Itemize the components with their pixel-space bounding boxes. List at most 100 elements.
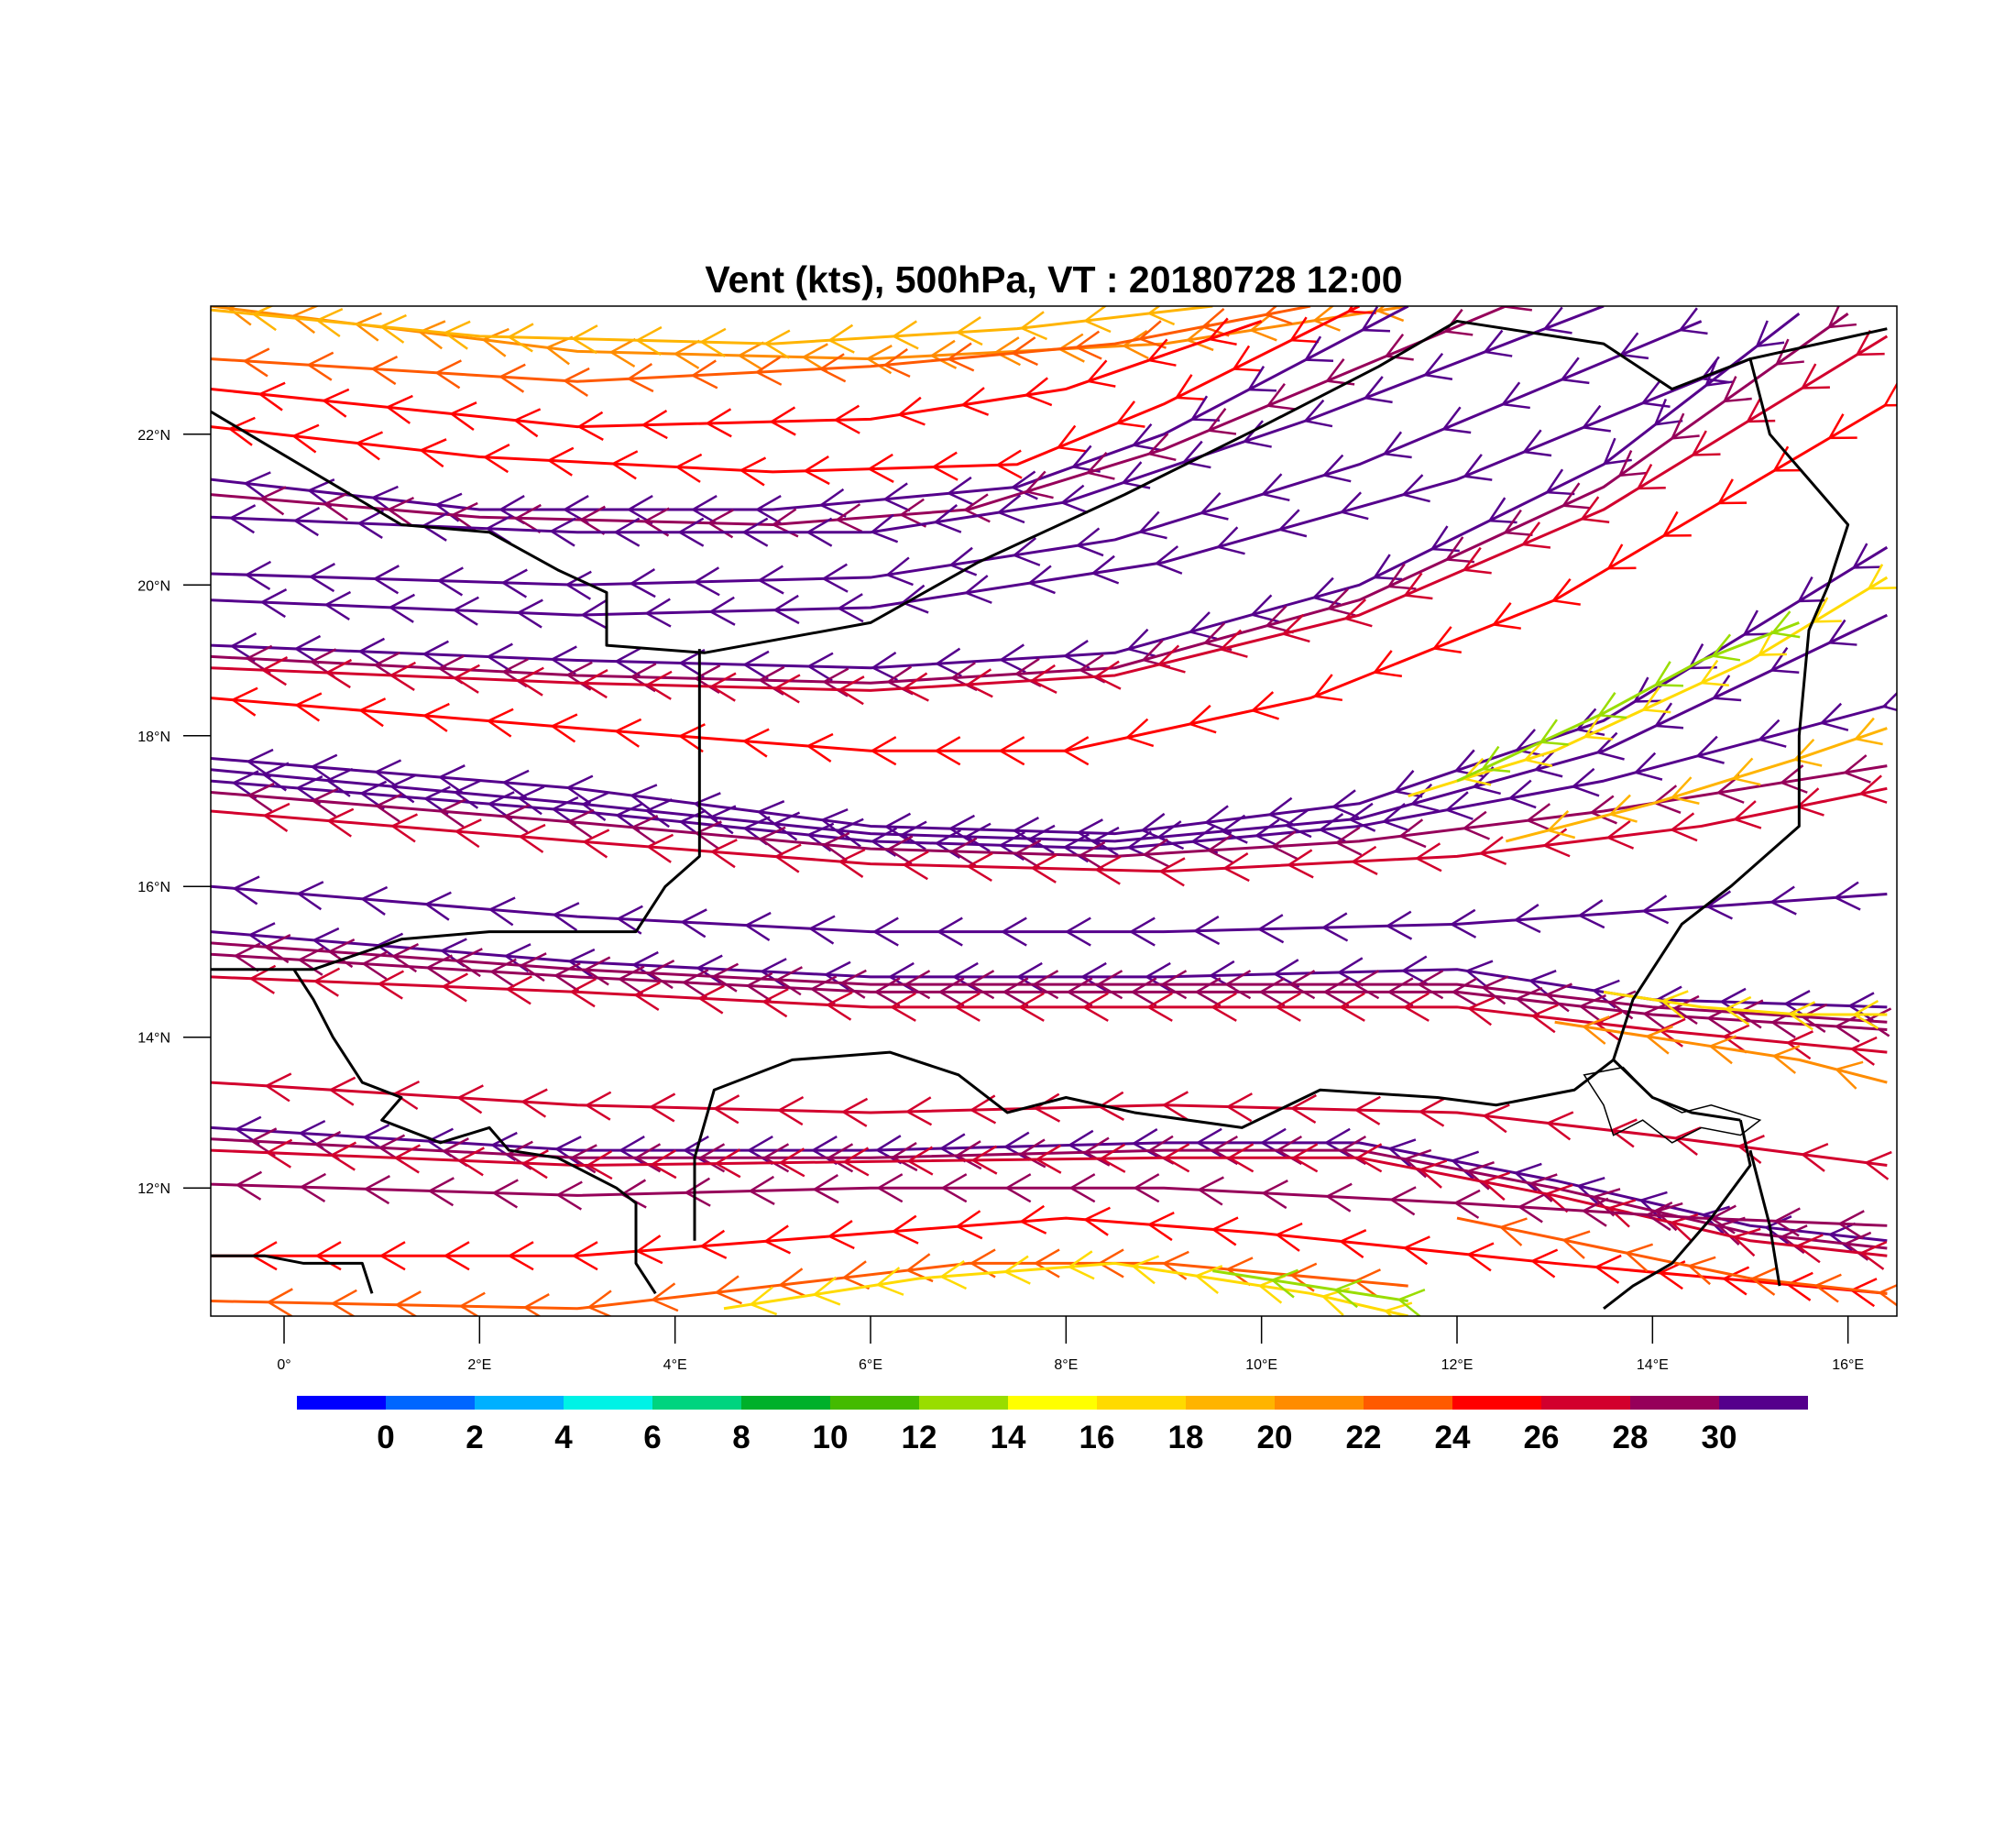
wind-arrow xyxy=(1336,957,1364,987)
wind-arrow xyxy=(1062,640,1090,670)
streamline-path xyxy=(211,884,1888,934)
wind-arrow xyxy=(1194,977,1222,1007)
wind-arrow xyxy=(680,908,707,938)
wind-arrow xyxy=(902,851,929,881)
wind-arrow xyxy=(1322,977,1350,1007)
wind-arrow xyxy=(1525,803,1554,833)
wind-arrow xyxy=(1544,1183,1573,1213)
colorbar-box xyxy=(919,1396,1008,1410)
wind-arrow xyxy=(776,1095,805,1126)
lat-tick-label: 12°N xyxy=(137,1181,170,1197)
wind-arrow xyxy=(1154,545,1183,575)
wind-arrow xyxy=(1339,491,1369,521)
wind-arrow xyxy=(517,666,544,697)
wind-arrow xyxy=(633,1143,662,1173)
wind-arrow xyxy=(1660,990,1689,1020)
colorbar-label: 0 xyxy=(377,1420,394,1455)
wind-arrow xyxy=(1249,594,1279,623)
streamline-path xyxy=(211,1137,1888,1250)
streamline-path xyxy=(211,306,1605,534)
streamline xyxy=(211,313,1801,682)
wind-arrow xyxy=(359,885,389,916)
wind-arrow xyxy=(1146,306,1176,326)
wind-arrow xyxy=(839,969,867,999)
wind-arrow xyxy=(613,517,641,547)
colorbar-box xyxy=(1275,1396,1364,1410)
wind-arrow xyxy=(501,769,530,799)
lon-tick-label: 0° xyxy=(277,1357,290,1373)
wind-arrow xyxy=(1059,484,1089,514)
wind-arrow xyxy=(1206,834,1234,864)
wind-arrow xyxy=(1323,1127,1351,1158)
wind-arrow xyxy=(1500,381,1530,410)
wind-arrow xyxy=(818,353,847,383)
wind-arrow xyxy=(1131,423,1161,452)
wind-arrow xyxy=(1812,597,1842,623)
wind-arrow xyxy=(1267,796,1296,827)
colorbar-label: 20 xyxy=(1257,1420,1293,1455)
wind-arrow xyxy=(674,453,703,483)
wind-arrow xyxy=(616,905,643,935)
wind-arrow xyxy=(1158,857,1186,887)
wind-arrow xyxy=(714,1275,742,1305)
wind-arrow xyxy=(737,341,764,371)
wind-arrow xyxy=(1264,306,1293,325)
wind-arrow xyxy=(1085,451,1115,480)
wind-arrow xyxy=(425,954,453,984)
streamline-path xyxy=(211,1182,1888,1227)
streamline-path xyxy=(211,313,1849,685)
wind-arrow xyxy=(520,1088,548,1118)
wind-arrow xyxy=(550,713,578,743)
colorbar-box xyxy=(475,1396,564,1410)
wind-arrow xyxy=(812,1174,839,1204)
wind-arrow xyxy=(775,966,803,996)
streamline-path xyxy=(211,320,1263,429)
wind-arrow xyxy=(1350,845,1378,875)
wind-arrow xyxy=(1274,992,1301,1022)
wind-arrow xyxy=(953,992,981,1022)
wind-arrow xyxy=(232,875,260,906)
wind-arrow xyxy=(1066,977,1093,1007)
wind-arrow xyxy=(549,517,576,547)
wind-arrow xyxy=(551,796,579,826)
wind-arrow xyxy=(821,667,849,697)
wind-arrow xyxy=(1864,1150,1892,1180)
wind-arrow xyxy=(1320,912,1349,942)
wind-arrow xyxy=(630,815,659,845)
wind-arrow xyxy=(1653,661,1683,687)
wind-arrow xyxy=(488,896,516,927)
wind-arrow xyxy=(1090,554,1120,585)
wind-arrow xyxy=(998,643,1026,674)
wind-arrow xyxy=(1082,306,1112,334)
longitude-axis: 0° 2°E 4°E 6°E 8°E 10°E 12°E 14°E 16°E xyxy=(277,1316,1864,1373)
wind-arrow xyxy=(1749,1266,1779,1296)
wind-arrow xyxy=(1277,509,1308,538)
lon-tick-label: 10°E xyxy=(1245,1357,1277,1373)
colorbar-label: 30 xyxy=(1702,1420,1737,1455)
wind-arrow xyxy=(1082,1136,1111,1167)
wind-arrow xyxy=(1430,525,1460,553)
lon-tick-label: 16°E xyxy=(1832,1357,1864,1373)
streamline xyxy=(211,1248,1408,1316)
wind-arrow xyxy=(235,1170,263,1201)
wind-arrow xyxy=(356,509,385,540)
wind-arrow xyxy=(578,505,606,535)
wind-arrow xyxy=(1503,509,1533,537)
wind-arrow xyxy=(1131,1127,1159,1158)
wind-arrow xyxy=(452,596,479,626)
wind-arrow xyxy=(955,1210,983,1240)
colorbar-label: 12 xyxy=(902,1420,937,1455)
wind-arrow xyxy=(1550,578,1581,606)
wind-arrow xyxy=(1019,1204,1047,1235)
wind-arrow xyxy=(1787,1001,1816,1031)
wind-arrow xyxy=(1444,791,1474,820)
wind-arrow xyxy=(580,792,609,822)
wind-arrow xyxy=(1284,808,1312,839)
wind-arrow xyxy=(1722,376,1752,403)
wind-arrow xyxy=(890,1141,918,1172)
wind-arrow xyxy=(1216,526,1245,555)
wind-arrow xyxy=(516,598,543,629)
wind-arrow xyxy=(1035,1144,1062,1174)
wind-arrow xyxy=(1004,1173,1032,1203)
